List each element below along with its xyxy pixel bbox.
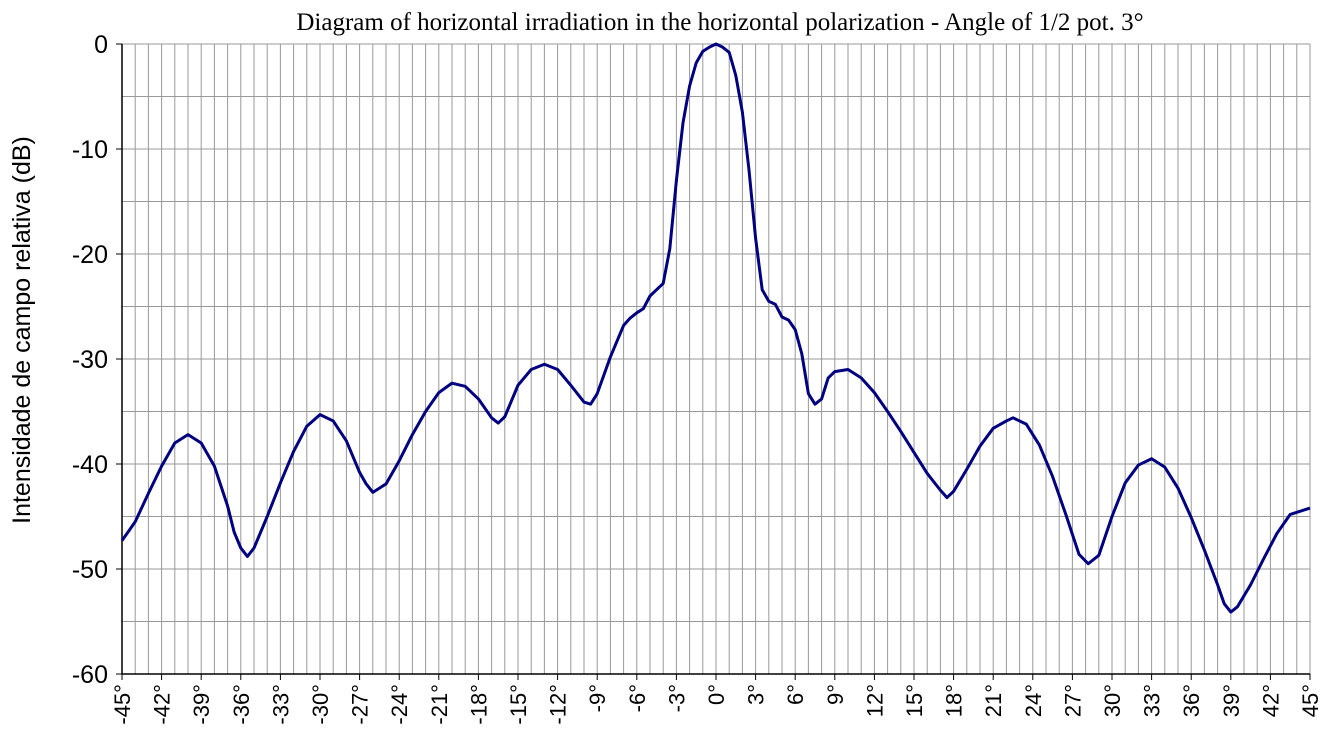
y-tick-label: -50 bbox=[72, 556, 108, 584]
y-tick-label: -30 bbox=[72, 346, 108, 374]
x-tick-label: -21° bbox=[427, 684, 452, 725]
x-tick-label: -9° bbox=[585, 684, 610, 712]
y-tick-label: 0 bbox=[94, 31, 108, 59]
x-tick-label: 21° bbox=[981, 684, 1006, 717]
x-tick-label: 36° bbox=[1179, 684, 1204, 717]
chart-title: Diagram of horizontal irradiation in the… bbox=[296, 9, 1143, 36]
x-tick-label: -15° bbox=[506, 684, 531, 725]
x-tick-label: -6° bbox=[625, 684, 650, 712]
x-tick-label: -33° bbox=[268, 684, 293, 725]
x-tick-label: -18° bbox=[466, 684, 491, 725]
y-tick-label: -40 bbox=[72, 451, 108, 479]
x-tick-label: 9° bbox=[823, 684, 848, 705]
x-tick-label: -30° bbox=[308, 684, 333, 725]
x-tick-label: -42° bbox=[150, 684, 175, 725]
x-tick-label: 6° bbox=[783, 684, 808, 705]
x-tick-label: 45° bbox=[1298, 684, 1323, 717]
x-tick-label: 24° bbox=[1021, 684, 1046, 717]
y-axis-label: Intensidade de campo relativa (dB) bbox=[8, 136, 36, 524]
x-tick-label: 39° bbox=[1219, 684, 1244, 717]
x-tick-label: 0° bbox=[704, 684, 729, 705]
y-tick-label: -60 bbox=[72, 661, 108, 689]
x-tick-label: 3° bbox=[744, 684, 769, 705]
x-tick-label: -27° bbox=[348, 684, 373, 725]
x-tick-label: 33° bbox=[1140, 684, 1165, 717]
y-tick-label: -10 bbox=[72, 136, 108, 164]
x-tick-label: -12° bbox=[546, 684, 571, 725]
x-tick-label: -3° bbox=[664, 684, 689, 712]
x-tick-label: -36° bbox=[229, 684, 254, 725]
x-tick-label: 42° bbox=[1258, 684, 1283, 717]
x-tick-label: -45° bbox=[110, 684, 135, 725]
x-tick-label: 15° bbox=[902, 684, 927, 717]
x-tick-label: -24° bbox=[387, 684, 412, 725]
x-tick-label: 12° bbox=[862, 684, 887, 717]
x-tick-label: -39° bbox=[189, 684, 214, 725]
x-tick-label: 27° bbox=[1060, 684, 1085, 717]
x-tick-label: 18° bbox=[942, 684, 967, 717]
data-line bbox=[120, 42, 1311, 614]
y-tick-label: -20 bbox=[72, 241, 108, 269]
x-tick-label: 30° bbox=[1100, 684, 1125, 717]
